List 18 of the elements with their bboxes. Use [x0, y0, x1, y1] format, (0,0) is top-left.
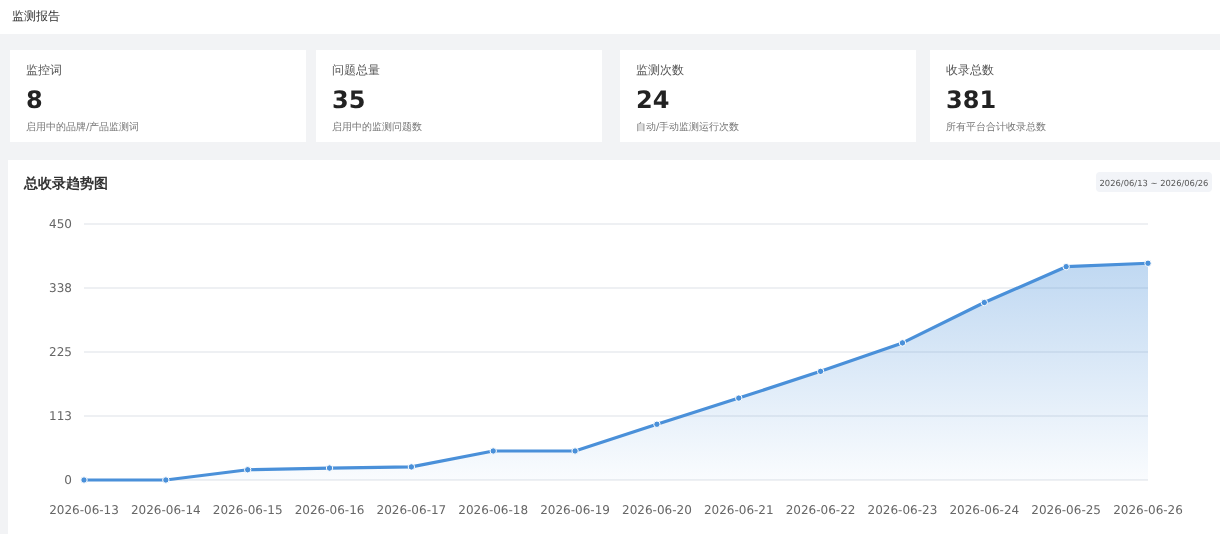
point	[980, 298, 989, 307]
point	[162, 476, 170, 484]
text: 24	[636, 86, 672, 114]
text: 8	[26, 86, 45, 114]
text: 381	[946, 86, 999, 114]
point	[898, 339, 907, 347]
point	[816, 367, 825, 376]
point	[571, 447, 579, 455]
point	[1062, 262, 1070, 271]
text: 35	[332, 86, 368, 114]
point	[243, 466, 252, 474]
point	[489, 447, 497, 455]
point	[325, 464, 334, 472]
point	[735, 394, 743, 402]
point	[1144, 259, 1152, 267]
point	[407, 463, 416, 471]
point	[653, 420, 661, 428]
point	[80, 476, 88, 484]
